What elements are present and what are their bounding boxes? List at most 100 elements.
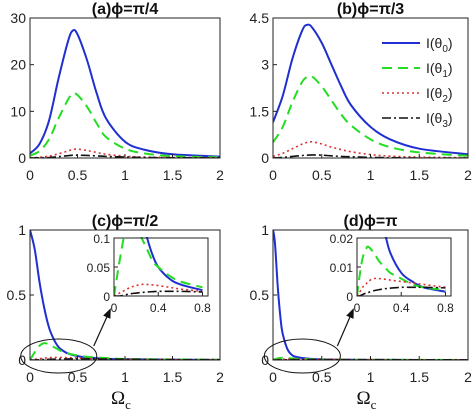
panel-d-zoom-ellipse <box>263 338 341 374</box>
panel-b-ytick-label: 4.5 <box>250 10 270 26</box>
panel-a-xtick-label: 1 <box>121 167 129 183</box>
panel-c-inset-xtick-label: 0 <box>111 301 118 315</box>
legend-label-prefix: I(θ <box>426 85 443 101</box>
panel-b-xtick-label: 0.5 <box>312 167 332 183</box>
x-axis-label-main: Ω <box>357 388 371 409</box>
panel-a-line-theta1 <box>30 92 220 158</box>
panel-a-series <box>30 28 220 158</box>
panel-d-inset-series <box>357 237 446 296</box>
panel-b-xtick-label: 1.5 <box>410 167 430 183</box>
panel-b-line-theta0 <box>273 23 468 156</box>
panel-d-inset-xtick-label: 0.8 <box>437 301 454 315</box>
panel-a-xtick-label: 0 <box>26 167 34 183</box>
panel-c-inset-xtick-label: 0.8 <box>194 301 211 315</box>
legend-label-theta1: I(θ1) <box>426 60 453 80</box>
panel-b-xtick-label: 2 <box>464 167 472 183</box>
panel-a-xtick-label: 2 <box>216 167 224 183</box>
panel-d-xtick-label: 1.5 <box>410 369 430 385</box>
panel-c-xtick-label: 1.5 <box>163 369 183 385</box>
x-axis-label-main: Ω <box>111 388 125 409</box>
panel-a-title: (a)ϕ=π/4 <box>92 1 159 18</box>
panel-c: 0 0.5 1 1.5 2 0 0.5 1 (c)ϕ=π/2 0 0.4 0.8 0 0.05 0.1 <box>7 213 225 385</box>
x-axis-label-sub: c <box>371 397 377 412</box>
panel-d-ytick-label: 0.5 <box>250 287 270 303</box>
panel-c-title: (c)ϕ=π/2 <box>92 213 159 230</box>
panel-c-inset-ytick-label: 0.1 <box>93 232 110 246</box>
panel-a-line-theta0 <box>30 28 220 158</box>
panel-d-inset-line-theta1 <box>357 245 446 296</box>
panel-c-inset-xtick-label: 0.4 <box>150 301 167 315</box>
panel-c-inset-line-theta0 <box>145 237 203 292</box>
panel-d-title: (d)ϕ=π <box>343 213 397 230</box>
panel-d-xtick-label: 0 <box>269 369 277 385</box>
panel-a-line-theta3 <box>30 154 220 158</box>
panel-d-xtick-label: 0.5 <box>312 369 332 385</box>
panel-d-xtick-label: 1 <box>367 369 375 385</box>
panel-d-inset-line-theta0 <box>384 237 446 293</box>
panel-d-zoom-arrow <box>336 308 354 347</box>
panel-d-inset-ytick-label: 0.01 <box>330 261 354 275</box>
legend-label-theta3: I(θ3) <box>426 110 453 130</box>
panel-d-inset-xtick-label: 0 <box>354 301 361 315</box>
panel-c-zoom-ellipse <box>20 338 98 374</box>
panel-c-line-theta2 <box>30 356 220 360</box>
panel-b-xtick-label: 1 <box>367 167 375 183</box>
panel-d-xtick-label: 2 <box>464 369 472 385</box>
panel-c-inset-ytick-label: 0 <box>103 290 110 304</box>
panel-a-ytick-label: 30 <box>10 10 26 26</box>
panel-b-title: (b)ϕ=π/3 <box>337 1 404 18</box>
legend-label-theta2: I(θ2) <box>426 85 453 105</box>
panel-c-xtick-label: 0 <box>26 369 34 385</box>
x-axis-label: Ωc <box>357 388 377 412</box>
panel-d-inset-ytick-label: 0.02 <box>330 232 354 246</box>
panel-c-series <box>30 229 220 360</box>
legend-label-suffix: ) <box>448 60 453 76</box>
panel-b-xtick-label: 0 <box>269 167 277 183</box>
legend-label-suffix: ) <box>448 85 453 101</box>
panel-a-ytick-label: 20 <box>10 57 26 73</box>
panel-b-line-theta1 <box>273 74 468 157</box>
panel-b-ytick-label: 0 <box>261 150 269 166</box>
panel-c-xtick-label: 0.5 <box>68 369 88 385</box>
legend-label-suffix: ) <box>448 110 453 126</box>
panel-c-xtick-label: 2 <box>216 369 224 385</box>
panel-c-inset-line-theta3 <box>114 290 203 296</box>
panel-a-xtick-label: 0.5 <box>68 167 88 183</box>
panel-c-ytick-label: 1 <box>18 222 26 238</box>
legend-label-sub: 3 <box>442 119 448 130</box>
panel-d: 0 0.5 1 1.5 2 0 0.5 1 (d)ϕ=π 0 0.4 0.8 0 0.01 0.02 <box>250 213 473 385</box>
legend-label-suffix: ) <box>448 35 453 51</box>
panel-b: 0 0.5 1 1.5 2 0 1.5 3 4.5 (b)ϕ=π/3 <box>250 1 473 183</box>
panel-d-inset-ytick-label: 0 <box>346 290 353 304</box>
panel-a-ytick-label: 10 <box>10 103 26 119</box>
legend-label-prefix: I(θ <box>426 60 443 76</box>
panel-d-inset-line-theta2 <box>357 277 446 296</box>
panel-b-ytick-label: 1.5 <box>250 103 270 119</box>
panel-d-inset-line-theta3 <box>357 286 446 296</box>
panel-c-inset-series <box>114 237 203 296</box>
panel-c-inset-line-theta1 <box>114 237 203 296</box>
legend-label-prefix: I(θ <box>426 110 443 126</box>
panel-c-line-theta3 <box>30 358 220 360</box>
panel-a-ytick-label: 0 <box>18 150 26 166</box>
panel-d-ytick-label: 1 <box>261 222 269 238</box>
panel-a-xtick-label: 1.5 <box>163 167 183 183</box>
panel-d-inset: 0 0.4 0.8 0 0.01 0.02 <box>330 232 454 315</box>
panel-c-ytick-label: 0.5 <box>7 287 27 303</box>
legend-label-sub: 0 <box>442 44 448 55</box>
legend-label-sub: 1 <box>442 69 448 80</box>
legend-label-theta0: I(θ0) <box>426 35 453 55</box>
panel-c-inset: 0 0.4 0.8 0 0.05 0.1 <box>87 232 211 315</box>
panel-a-axes-frame <box>29 17 221 159</box>
x-axis-label: Ωc <box>111 388 131 412</box>
legend-label-prefix: I(θ <box>426 35 443 51</box>
x-axis-label-sub: c <box>125 397 131 412</box>
panel-c-inset-ytick-label: 0.05 <box>87 261 111 275</box>
panel-c-xtick-label: 1 <box>121 369 129 385</box>
panel-d-inset-xtick-label: 0.4 <box>393 301 410 315</box>
panel-c-inset-line-theta2 <box>114 283 203 296</box>
legend-label-sub: 2 <box>442 94 448 105</box>
panel-c-zoom-arrow <box>93 308 111 347</box>
